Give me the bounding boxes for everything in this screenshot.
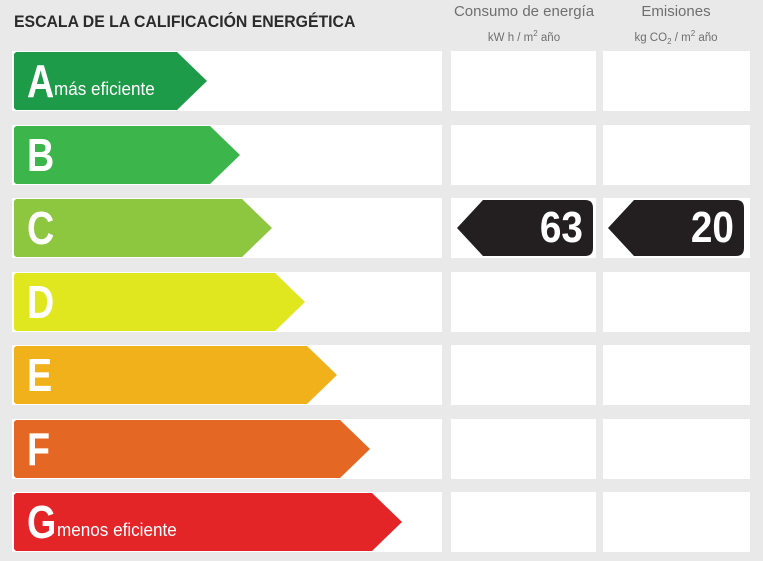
emis-cell (603, 419, 750, 479)
energy-cell (451, 419, 596, 479)
energy-column-header: Consumo de energía kW h / m2 año (448, 3, 600, 46)
class-note: más eficiente (54, 78, 155, 99)
energy-column-unit: kW h / m2 año (487, 29, 561, 44)
energy-cell (451, 345, 596, 405)
emissions-column-title: Emisiones (641, 3, 711, 20)
badge-value: 63 (539, 203, 583, 252)
energy-cell (451, 125, 596, 185)
badge-value: 20 (690, 203, 734, 252)
energy-cell (451, 272, 596, 332)
energy-value-badge: 63 (457, 200, 593, 256)
emis-cell (603, 125, 750, 185)
class-letter: A (27, 55, 55, 107)
arrow-shape (14, 273, 305, 331)
page-title: ESCALA DE LA CALIFICACIÓN ENERGÉTICA (14, 12, 356, 31)
rating-row-c: C 63 20 (0, 198, 763, 258)
emis-cell (603, 272, 750, 332)
energy-column-title: Consumo de energía (453, 3, 595, 20)
arrow-shape (14, 346, 337, 404)
arrow-shape (14, 126, 240, 184)
rating-row-b: B (0, 125, 763, 185)
class-letter: B (27, 129, 55, 181)
class-letter: F (27, 423, 51, 475)
emis-cell (603, 345, 750, 405)
arrow-shape (14, 52, 207, 110)
energy-cell (451, 51, 596, 111)
class-letter: D (27, 276, 55, 328)
emis-cell (603, 51, 750, 111)
emissions-column-header: Emisiones kg CO2 / m2 año (600, 3, 752, 50)
class-arrow-b: B (14, 126, 240, 184)
badge-shape (457, 200, 593, 256)
emissions-column-unit: kg CO2 / m2 año (634, 29, 718, 47)
class-arrow-d: D (14, 273, 305, 331)
rating-row-f: F (0, 419, 763, 479)
rating-row-e: E (0, 345, 763, 405)
class-arrow-e: E (14, 346, 337, 404)
emis-cell (603, 492, 750, 552)
badge-shape (608, 200, 744, 256)
class-letter: C (27, 202, 55, 254)
class-note: menos eficiente (56, 519, 177, 540)
energy-cell (451, 492, 596, 552)
class-letter: E (27, 349, 53, 401)
arrow-shape (14, 420, 370, 478)
emissions-value-badge: 20 (608, 200, 744, 256)
arrow-shape (14, 493, 402, 551)
class-letter: G (27, 496, 57, 548)
rating-row-d: D (0, 272, 763, 332)
arrow-shape (14, 199, 272, 257)
class-arrow-f: F (14, 420, 370, 478)
class-arrow-c: C (14, 199, 272, 257)
